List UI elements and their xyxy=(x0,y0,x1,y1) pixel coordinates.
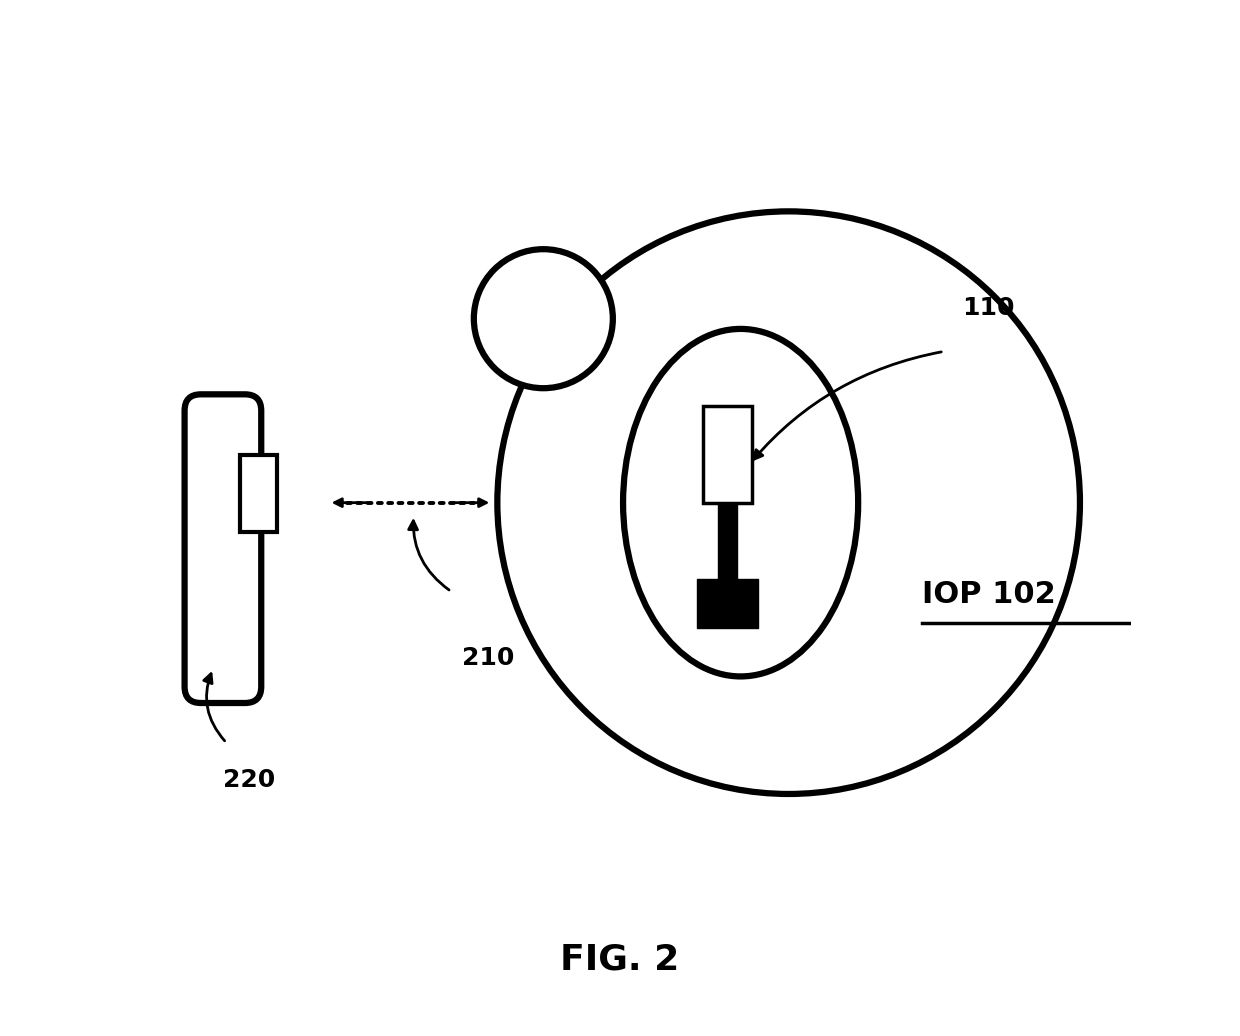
Text: 210: 210 xyxy=(461,645,513,669)
FancyBboxPatch shape xyxy=(239,456,277,533)
Text: 220: 220 xyxy=(223,769,275,793)
FancyBboxPatch shape xyxy=(703,405,751,502)
Ellipse shape xyxy=(622,328,858,677)
Text: IOP 102: IOP 102 xyxy=(921,580,1055,609)
Text: 110: 110 xyxy=(962,296,1014,320)
Circle shape xyxy=(474,250,613,388)
FancyBboxPatch shape xyxy=(718,502,737,579)
FancyBboxPatch shape xyxy=(185,395,262,703)
Text: FIG. 2: FIG. 2 xyxy=(560,943,680,977)
FancyBboxPatch shape xyxy=(697,579,758,629)
